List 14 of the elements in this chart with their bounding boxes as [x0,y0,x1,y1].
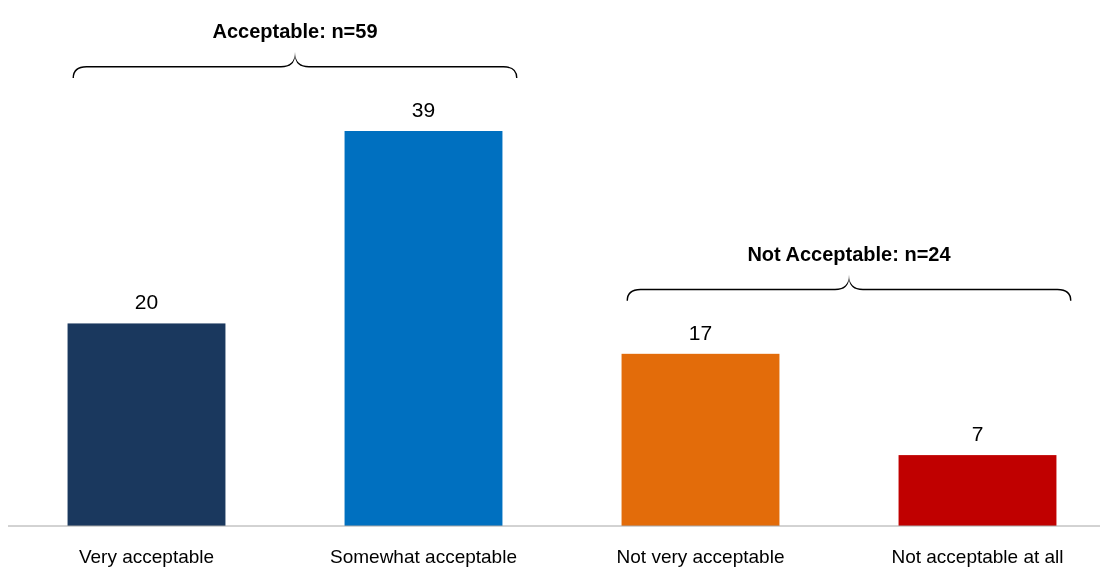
bar [898,455,1057,526]
bar [344,131,503,526]
text: Acceptable: n=59 [212,20,378,42]
x-tick-label: Not acceptable at all [891,546,1064,567]
x-tick-label: Somewhat acceptable [330,546,517,567]
data-label: 20 [134,290,159,314]
data-label: 7 [971,422,984,446]
annotation: Not Acceptable: n=24 [747,242,952,265]
bar [67,323,226,526]
data-label: 17 [688,320,713,344]
data-label: 39 [411,98,436,121]
bar [621,353,780,526]
x-tick-label: Not very acceptable [616,546,785,567]
x-tick-label: Very acceptable [78,546,215,567]
